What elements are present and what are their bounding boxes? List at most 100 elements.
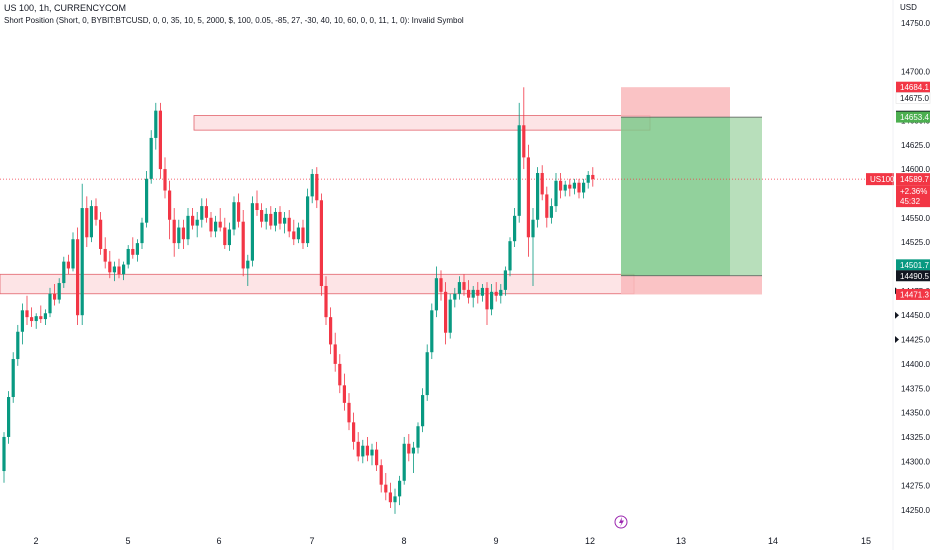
- candle-body[interactable]: [577, 182, 581, 193]
- candle-body[interactable]: [375, 449, 379, 466]
- candle-body[interactable]: [545, 194, 549, 218]
- candle-body[interactable]: [112, 266, 116, 273]
- candle-body[interactable]: [154, 110, 158, 138]
- alert-marker-icon[interactable]: [895, 336, 899, 344]
- candle-body[interactable]: [218, 221, 222, 228]
- candle-body[interactable]: [549, 206, 553, 218]
- candle-body[interactable]: [591, 174, 595, 180]
- candle-body[interactable]: [278, 211, 282, 224]
- support-zone[interactable]: [0, 273, 635, 295]
- candle-body[interactable]: [513, 215, 517, 242]
- candle-body[interactable]: [531, 219, 535, 238]
- position-lower-zone[interactable]: [621, 275, 762, 295]
- candle-body[interactable]: [352, 422, 356, 442]
- candle-body[interactable]: [356, 441, 360, 457]
- candle-body[interactable]: [117, 266, 121, 275]
- candle-body[interactable]: [204, 206, 208, 218]
- candle-body[interactable]: [181, 227, 185, 240]
- candle-body[interactable]: [563, 184, 567, 191]
- candle-body[interactable]: [407, 443, 411, 454]
- position-profit-zone[interactable]: [621, 117, 730, 276]
- candle-body[interactable]: [264, 213, 268, 222]
- candle-body[interactable]: [315, 173, 319, 201]
- candle-body[interactable]: [430, 310, 434, 353]
- candle-body[interactable]: [126, 248, 130, 265]
- candle-body[interactable]: [163, 169, 167, 191]
- candle-body[interactable]: [66, 261, 70, 269]
- candle-body[interactable]: [11, 359, 15, 398]
- candle-body[interactable]: [16, 331, 20, 360]
- candle-body[interactable]: [310, 173, 314, 197]
- candle-body[interactable]: [99, 219, 103, 249]
- candle-body[interactable]: [448, 299, 452, 333]
- candle-body[interactable]: [122, 264, 126, 275]
- candle-body[interactable]: [186, 215, 190, 240]
- candle-body[interactable]: [411, 447, 415, 454]
- candle-body[interactable]: [333, 344, 337, 364]
- candle-body[interactable]: [319, 200, 323, 286]
- candle-body[interactable]: [237, 202, 241, 222]
- candle-body[interactable]: [526, 157, 530, 238]
- candle-body[interactable]: [540, 172, 544, 195]
- candle-body[interactable]: [168, 190, 172, 220]
- candle-body[interactable]: [232, 202, 236, 230]
- candle-body[interactable]: [200, 206, 204, 220]
- candle-body[interactable]: [39, 316, 43, 320]
- candle-body[interactable]: [80, 208, 84, 316]
- candle-body[interactable]: [135, 243, 139, 255]
- candle-body[interactable]: [402, 443, 406, 481]
- candle-body[interactable]: [329, 317, 333, 345]
- candle-body[interactable]: [457, 282, 461, 294]
- candle-body[interactable]: [273, 211, 277, 226]
- candle-body[interactable]: [57, 283, 61, 300]
- candle-body[interactable]: [296, 227, 300, 240]
- candle-body[interactable]: [416, 426, 420, 448]
- candle-body[interactable]: [347, 402, 351, 423]
- candle-body[interactable]: [7, 397, 11, 437]
- candle-body[interactable]: [467, 289, 471, 298]
- candle-body[interactable]: [342, 385, 346, 403]
- candle-body[interactable]: [559, 180, 563, 191]
- candle-body[interactable]: [214, 221, 218, 232]
- symbol-tag[interactable]: [866, 173, 894, 186]
- candle-body[interactable]: [241, 221, 245, 269]
- candle-body[interactable]: [462, 282, 466, 290]
- candle-body[interactable]: [536, 172, 540, 220]
- candle-body[interactable]: [287, 217, 291, 232]
- position-profit-extension[interactable]: [730, 117, 762, 276]
- candle-body[interactable]: [485, 287, 489, 310]
- candle-body[interactable]: [172, 219, 176, 244]
- candle-body[interactable]: [490, 291, 494, 310]
- candle-body[interactable]: [398, 480, 402, 497]
- candle-body[interactable]: [140, 222, 144, 244]
- candle-body[interactable]: [503, 270, 507, 290]
- candle-body[interactable]: [324, 285, 328, 318]
- candle-body[interactable]: [471, 289, 475, 298]
- candle-body[interactable]: [306, 196, 310, 244]
- candle-body[interactable]: [522, 125, 526, 158]
- resistance-zone[interactable]: [193, 115, 651, 131]
- position-stop-zone[interactable]: [621, 87, 730, 118]
- candle-body[interactable]: [292, 231, 296, 240]
- candle-body[interactable]: [158, 110, 162, 170]
- candle-body[interactable]: [227, 229, 231, 246]
- candle-body[interactable]: [62, 261, 66, 284]
- candle-body[interactable]: [572, 182, 576, 189]
- candle-body[interactable]: [568, 184, 572, 189]
- candle-body[interactable]: [177, 227, 181, 244]
- candle-body[interactable]: [71, 239, 75, 269]
- candle-body[interactable]: [48, 293, 52, 314]
- candle-body[interactable]: [34, 316, 38, 322]
- candle-body[interactable]: [508, 241, 512, 271]
- candle-body[interactable]: [145, 178, 149, 223]
- candle-body[interactable]: [246, 260, 250, 269]
- candle-body[interactable]: [2, 436, 6, 472]
- candle-body[interactable]: [260, 210, 264, 222]
- candle-body[interactable]: [453, 293, 457, 300]
- candle-body[interactable]: [582, 182, 586, 193]
- candle-body[interactable]: [439, 278, 443, 292]
- candle-body[interactable]: [223, 227, 227, 246]
- candle-body[interactable]: [425, 352, 429, 396]
